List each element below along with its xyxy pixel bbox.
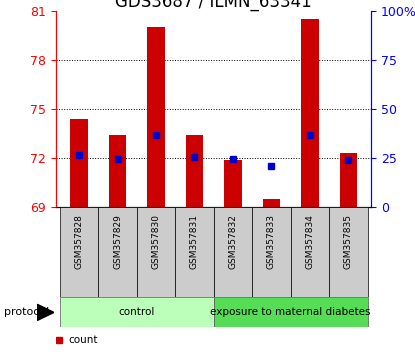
Bar	[60, 297, 214, 327]
Text: GSM357828: GSM357828	[75, 214, 83, 269]
Bar	[71, 119, 88, 207]
Bar	[98, 207, 137, 297]
Text: GSM357834: GSM357834	[305, 214, 315, 269]
Bar	[175, 207, 214, 297]
Text: GSM357832: GSM357832	[228, 214, 237, 269]
Bar	[214, 297, 368, 327]
Bar	[329, 207, 368, 297]
Bar	[109, 135, 126, 207]
Text: GSM357835: GSM357835	[344, 214, 353, 269]
Text: GSM357833: GSM357833	[267, 214, 276, 269]
Bar	[290, 207, 329, 297]
Bar	[186, 135, 203, 207]
Text: protocol: protocol	[4, 307, 49, 318]
Text: GSM357830: GSM357830	[151, 214, 161, 269]
Text: count: count	[68, 335, 98, 346]
Title: GDS3687 / ILMN_63341: GDS3687 / ILMN_63341	[115, 0, 312, 11]
Bar	[340, 153, 357, 207]
Text: GSM357829: GSM357829	[113, 214, 122, 269]
Bar	[214, 207, 252, 297]
Text: GSM357831: GSM357831	[190, 214, 199, 269]
Bar	[252, 207, 290, 297]
Bar	[60, 207, 98, 297]
Polygon shape	[37, 304, 54, 320]
Bar	[137, 207, 175, 297]
Bar	[147, 27, 165, 207]
Bar	[263, 199, 280, 207]
Bar	[224, 160, 242, 207]
Text: control: control	[119, 307, 155, 318]
Text: exposure to maternal diabetes: exposure to maternal diabetes	[210, 307, 371, 318]
Bar	[301, 19, 319, 207]
